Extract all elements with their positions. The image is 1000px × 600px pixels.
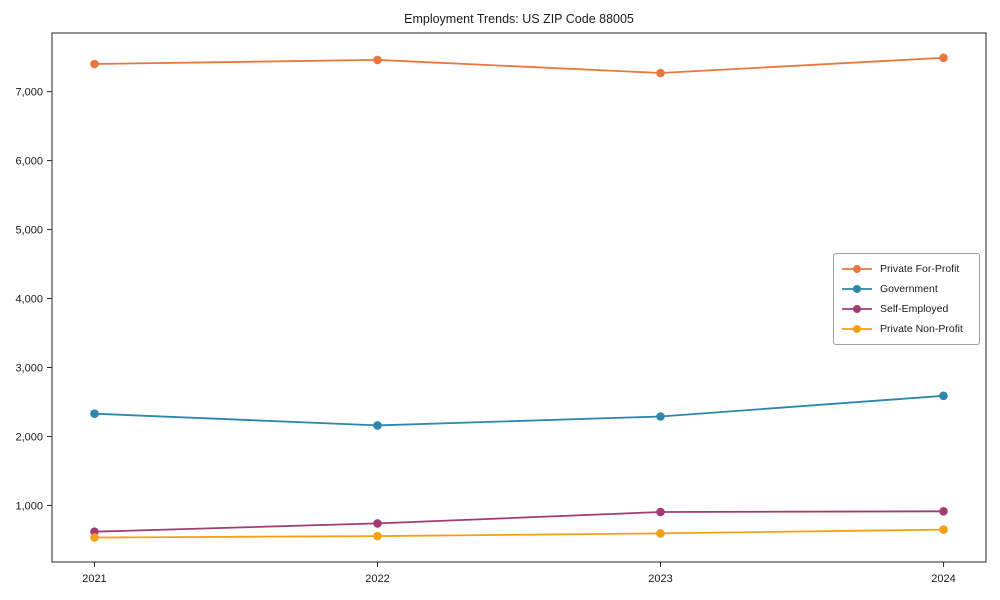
legend-label: Self-Employed xyxy=(880,303,949,315)
data-point xyxy=(939,53,948,63)
legend-line-sample xyxy=(842,305,872,313)
axes xyxy=(51,32,987,563)
data-point xyxy=(90,533,99,542)
legend-line-sample xyxy=(842,285,872,293)
data-point xyxy=(939,525,948,534)
legend-entry: Private For-Profit xyxy=(841,259,972,279)
legend-sample-marker xyxy=(853,285,861,293)
legend-sample-marker xyxy=(853,305,861,313)
y-tick-label: 7,000 xyxy=(15,87,43,99)
legend-label: Government xyxy=(880,283,938,295)
y-tick-label: 5,000 xyxy=(15,225,43,237)
legend-sample-marker xyxy=(853,265,861,273)
data-point xyxy=(373,531,382,541)
data-point xyxy=(373,421,382,430)
series-line-government xyxy=(94,394,944,427)
y-tick-label: 3,000 xyxy=(15,363,43,375)
data-point xyxy=(656,529,665,538)
data-point xyxy=(90,409,99,419)
data-point xyxy=(656,412,665,421)
data-point xyxy=(373,55,382,65)
x-tick-label: 2024 xyxy=(931,573,955,585)
y-tick-label: 1,000 xyxy=(15,500,43,512)
legend-entry: Government xyxy=(841,279,972,299)
data-point xyxy=(939,391,948,401)
legend-entry: Private Non-Profit xyxy=(841,319,972,339)
y-tick-label: 6,000 xyxy=(15,156,43,168)
y-tick-label: 4,000 xyxy=(15,294,43,306)
x-tick-label: 2022 xyxy=(365,573,389,585)
data-point xyxy=(90,59,99,69)
data-point xyxy=(939,507,948,516)
data-point xyxy=(656,68,665,78)
chart-title: Employment Trends: US ZIP Code 88005 xyxy=(404,12,634,26)
legend-sample-marker xyxy=(853,325,861,333)
legend: Private For-Profit Government Self-Employe… xyxy=(833,253,980,345)
series-line-self-employed xyxy=(94,510,944,533)
series-line-private-non-profit xyxy=(94,528,944,539)
x-tick-label: 2023 xyxy=(648,573,672,585)
y-tick-label: 2,000 xyxy=(15,431,43,443)
legend-line-sample xyxy=(842,325,872,333)
series-line-private-for-profit xyxy=(94,56,944,74)
legend-line-sample xyxy=(842,265,872,273)
data-point xyxy=(656,507,665,517)
legend-label: Private Non-Profit xyxy=(880,323,963,335)
data-point xyxy=(373,519,382,528)
y-axis: 1,000 2,000 3,000 4,000 5,000 6,000 7,000 xyxy=(15,87,52,512)
legend-label: Private For-Profit xyxy=(880,263,960,275)
plot-border xyxy=(51,32,987,563)
x-axis: 2021 2022 2023 2024 xyxy=(82,562,956,585)
series-lines xyxy=(90,53,948,542)
x-tick-label: 2021 xyxy=(82,573,106,585)
legend-entry: Self-Employed xyxy=(841,299,972,319)
